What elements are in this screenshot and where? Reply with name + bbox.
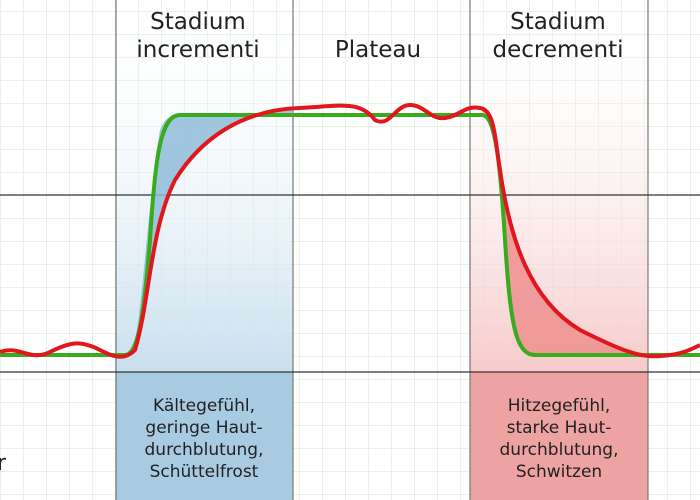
- phase-title: Stadium: [150, 9, 246, 35]
- increment-box: [116, 372, 293, 500]
- note-line: Hitzegefühl,: [508, 396, 610, 416]
- edge-label: r: [0, 451, 7, 476]
- reference-lines: [0, 194, 700, 373]
- phase-title: Stadium: [510, 9, 606, 35]
- note-line: durchblutung,: [145, 440, 264, 460]
- dividers: [115, 0, 649, 500]
- phase-title: Plateau: [335, 37, 421, 63]
- temperature-curve: [0, 102, 700, 359]
- decrement-box: [470, 372, 648, 500]
- note-line: Schüttelfrost: [150, 462, 259, 482]
- increment-fill: [132, 108, 293, 355]
- note-line: Kältegefühl,: [153, 396, 255, 416]
- note-line: starke Haut-: [507, 418, 612, 438]
- note-line: durchblutung,: [500, 440, 619, 460]
- decrement-fill: [482, 110, 648, 355]
- phase-title: decrementi: [492, 37, 623, 63]
- phase-title: incrementi: [136, 37, 259, 63]
- note-line: geringe Haut-: [145, 418, 262, 438]
- note-line: Schwitzen: [516, 462, 602, 482]
